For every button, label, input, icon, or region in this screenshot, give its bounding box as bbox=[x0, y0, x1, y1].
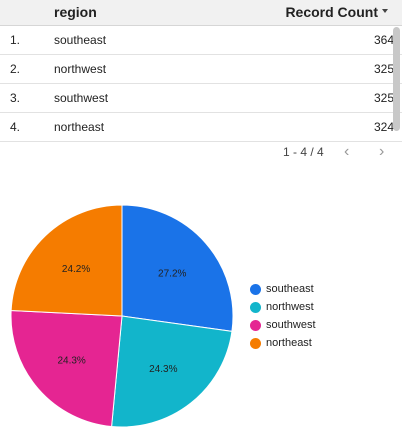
row-region: northeast bbox=[54, 120, 105, 134]
row-index: 3. bbox=[10, 91, 21, 105]
table-row: 4. northeast 324 bbox=[0, 113, 402, 142]
pie-slice-northwest[interactable] bbox=[111, 315, 233, 428]
pagination-range: 1 - 4 / 4 bbox=[283, 145, 324, 159]
chart-legend: southeast northwest southwest northeast bbox=[250, 280, 316, 352]
chevron-left-icon[interactable]: ‹ bbox=[344, 143, 350, 160]
legend-label: southeast bbox=[266, 283, 314, 295]
legend-item-northeast[interactable]: northeast bbox=[250, 334, 316, 352]
legend-label: northwest bbox=[266, 301, 314, 313]
column-header-record-count[interactable]: Record Count bbox=[285, 4, 378, 20]
pie-slice-label: 24.3% bbox=[149, 364, 177, 375]
legend-label: southwest bbox=[266, 319, 316, 331]
pie-slice-label: 27.2% bbox=[158, 268, 186, 279]
row-count: 324 bbox=[373, 120, 394, 134]
table-row: 3. southwest 325 bbox=[0, 84, 402, 113]
column-header-region[interactable]: region bbox=[54, 4, 97, 20]
legend-item-southwest[interactable]: southwest bbox=[250, 316, 316, 334]
row-count: 325 bbox=[373, 91, 394, 105]
legend-item-northwest[interactable]: northwest bbox=[250, 298, 316, 316]
row-count: 325 bbox=[373, 62, 394, 76]
row-index: 1. bbox=[10, 33, 21, 47]
legend-swatch bbox=[250, 337, 261, 349]
legend-item-southeast[interactable]: southeast bbox=[250, 280, 316, 298]
table-row: 1. southeast 364 bbox=[0, 26, 402, 55]
pagination: 1 - 4 / 4 ‹ › bbox=[0, 143, 402, 164]
pie-slice-northeast[interactable] bbox=[10, 204, 123, 317]
pie-slice-label: 24.2% bbox=[62, 264, 90, 275]
legend-label: northeast bbox=[266, 337, 312, 349]
data-table: region Record Count 1. southeast 364 2. … bbox=[0, 0, 402, 142]
sort-desc-icon[interactable] bbox=[382, 9, 388, 13]
table-header: region Record Count bbox=[0, 0, 402, 26]
pie-slice-label: 24.3% bbox=[57, 356, 85, 367]
legend-swatch bbox=[250, 283, 261, 295]
row-count: 364 bbox=[373, 33, 394, 47]
table-row: 2. northwest 325 bbox=[0, 55, 402, 84]
row-region: northwest bbox=[54, 62, 107, 76]
pie-chart: 27.2% 24.3% 24.3% 24.2% bbox=[10, 204, 234, 428]
legend-swatch bbox=[250, 319, 261, 331]
pie-slice-southwest[interactable] bbox=[10, 310, 123, 428]
row-index: 4. bbox=[10, 120, 21, 134]
pie-slice-southeast[interactable] bbox=[121, 204, 234, 332]
row-region: southwest bbox=[54, 91, 109, 105]
chevron-right-icon[interactable]: › bbox=[379, 143, 385, 160]
row-index: 2. bbox=[10, 62, 21, 76]
legend-swatch bbox=[250, 301, 261, 313]
row-region: southeast bbox=[54, 33, 107, 47]
table-scrollbar[interactable] bbox=[393, 27, 400, 131]
